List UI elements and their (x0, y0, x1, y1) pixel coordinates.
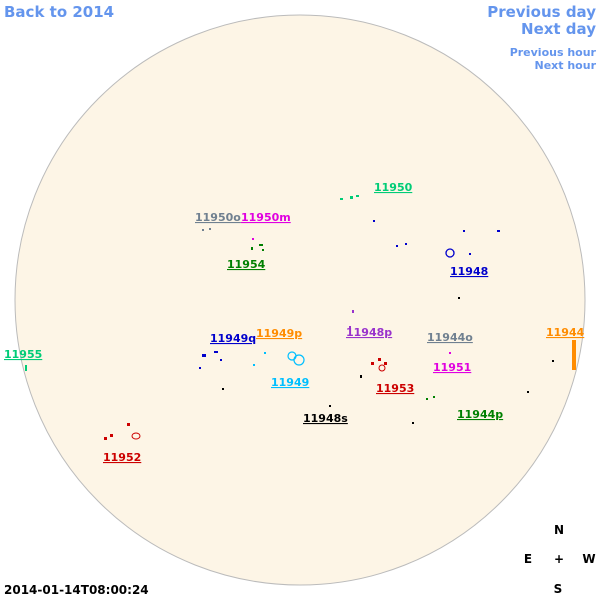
region-label[interactable]: 11952 (103, 451, 141, 464)
next-day-link[interactable]: Next day (521, 20, 596, 38)
region-labels: 11950 11950o 11950m 11954 11948 11949q 1… (4, 181, 585, 464)
region-label[interactable]: 11953 (376, 382, 414, 395)
compass-east: E (524, 552, 532, 566)
region-label[interactable]: 11955 (4, 348, 42, 361)
timestamp: 2014-01-14T08:00:24 (4, 583, 149, 597)
region-label[interactable]: 11948s (303, 412, 348, 425)
region-label[interactable]: 11948p (346, 326, 392, 339)
region-label[interactable]: 11954 (227, 258, 266, 271)
region-label[interactable]: 11951 (433, 361, 471, 374)
compass-center: + (554, 552, 564, 566)
region-label[interactable]: 11950m (241, 211, 291, 224)
region-label[interactable]: 11948 (450, 265, 488, 278)
compass-west: W (582, 552, 595, 566)
solar-disk (14, 14, 586, 586)
region-label[interactable]: 11949p (256, 327, 302, 340)
previous-day-link[interactable]: Previous day (487, 3, 596, 21)
region-label[interactable]: 11944p (457, 408, 503, 421)
region-label[interactable]: 11944 (546, 326, 585, 339)
compass-south: S (554, 582, 563, 596)
region-label[interactable]: 11950o (195, 211, 241, 224)
region-label[interactable]: 11950 (374, 181, 413, 194)
region-label[interactable]: 11944o (427, 331, 473, 344)
previous-hour-link[interactable]: Previous hour (510, 46, 597, 59)
next-hour-link[interactable]: Next hour (535, 59, 597, 72)
compass-north: N (554, 523, 564, 537)
compass: N E + W S (524, 523, 596, 596)
sunspots (25, 195, 576, 440)
back-link[interactable]: Back to 2014 (4, 3, 114, 21)
region-label[interactable]: 11949q (210, 332, 256, 345)
region-label[interactable]: 11949 (271, 376, 309, 389)
